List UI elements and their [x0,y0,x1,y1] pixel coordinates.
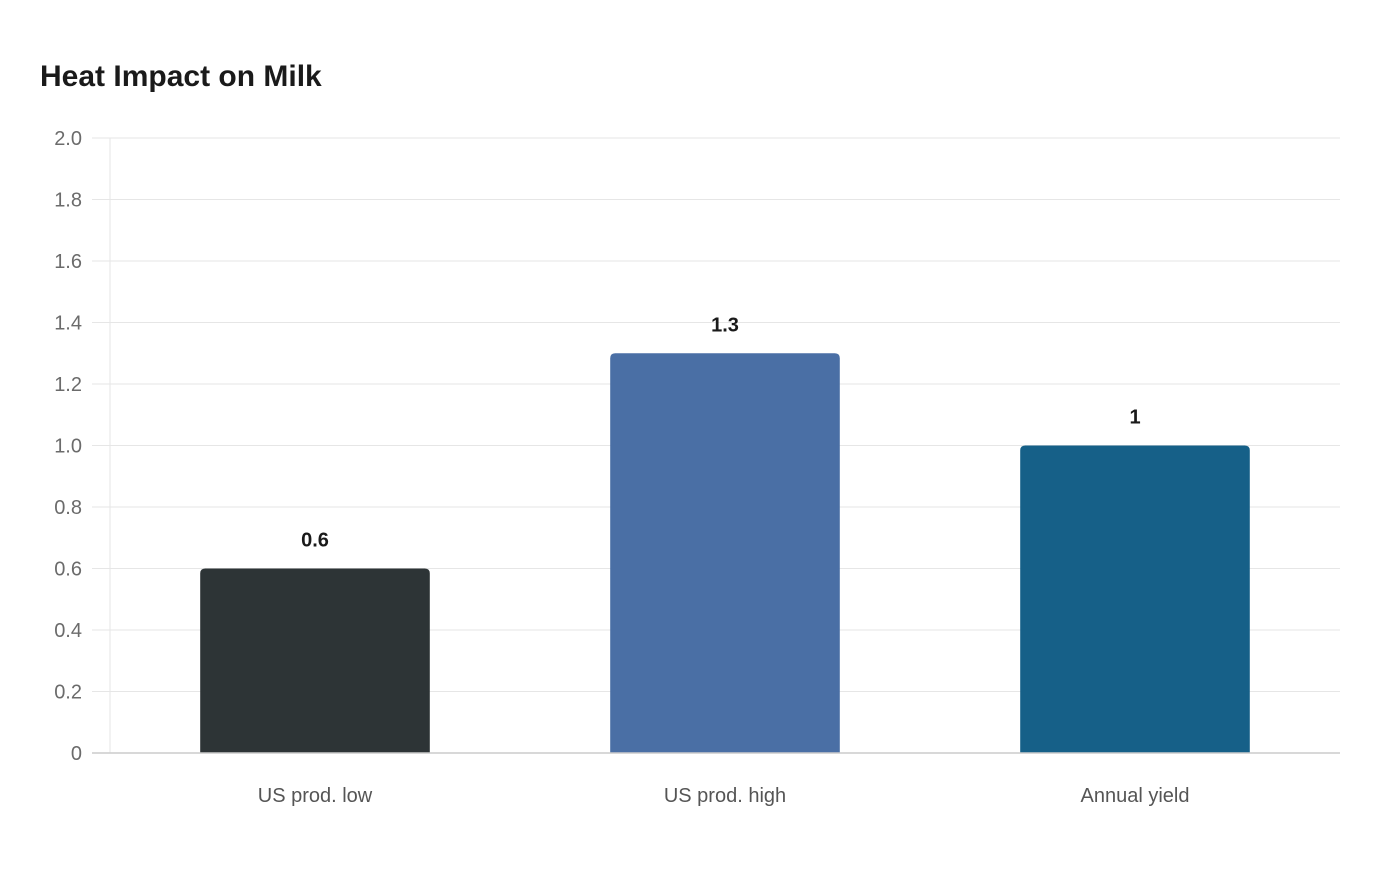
y-tick-label: 0.8 [54,497,82,519]
y-tick-label: 1.2 [54,374,82,396]
y-tick-label: 0.4 [54,620,82,642]
bars [200,353,1250,753]
data-label: 1 [1129,407,1140,429]
x-tick-label: US prod. low [258,785,373,807]
data-labels: 0.6 1.3 1 [301,314,1140,551]
y-tick-label: 2.0 [54,128,82,150]
bar-us-prod-low [200,568,430,753]
x-tick-label: Annual yield [1081,785,1190,807]
x-axis: US prod. low US prod. high Annual yield [92,752,1340,807]
y-tick-label: 1.4 [54,313,82,335]
y-tick-label: 0 [71,743,82,765]
bar-us-prod-high [610,353,840,753]
chart-title: Heat Impact on Milk [40,60,322,93]
y-tick-label: 0.2 [54,682,82,704]
y-tick-label: 1.6 [54,251,82,273]
bar-annual-yield [1020,445,1250,753]
x-tick-label: US prod. high [664,785,786,807]
y-tick-label: 1.0 [54,436,82,458]
y-tick-label: 0.6 [54,559,82,581]
data-label: 1.3 [711,314,739,336]
data-label: 0.6 [301,530,329,552]
y-axis: 0 0.2 0.4 0.6 0.8 1.0 1.2 1.4 1.6 1.8 2.0 [54,128,111,765]
y-tick-label: 1.8 [54,190,82,212]
